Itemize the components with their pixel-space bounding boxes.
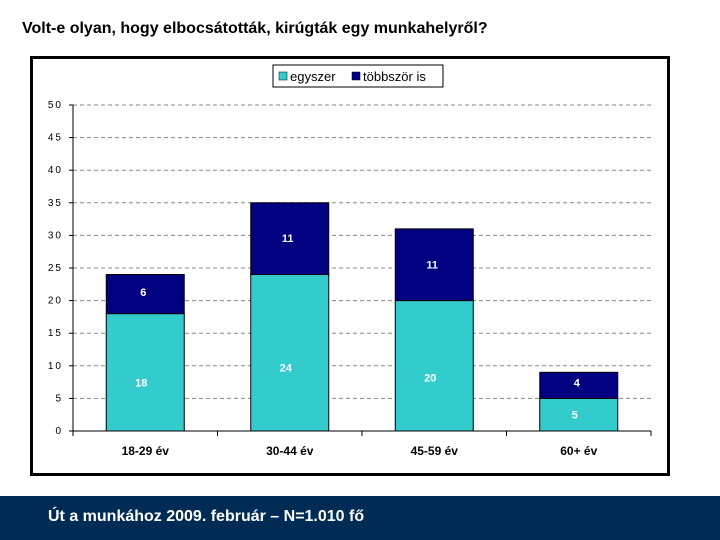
footer-text: Út a munkához 2009. február – N=1.010 fő — [48, 508, 365, 525]
x-category-label: 45-59 év — [411, 444, 459, 458]
legend-swatch — [278, 71, 288, 81]
y-tick-label: 40 — [48, 165, 63, 176]
y-tick-label: 10 — [48, 361, 63, 372]
gridlines — [73, 104, 651, 399]
slide-title: Volt-e olyan, hogy elbocsátották, kirúgt… — [22, 20, 488, 37]
x-category-label: 60+ év — [560, 444, 597, 458]
y-tick-label: 15 — [48, 328, 63, 339]
y-tick-label: 5 — [55, 393, 63, 404]
bar-segment-egyszer — [250, 274, 330, 432]
bar-segment-tobbszor — [394, 228, 474, 302]
legend: egyszer többször is — [272, 64, 444, 88]
data-label: 11 — [282, 233, 294, 245]
bar-segment-tobbszor — [539, 371, 619, 399]
bar-segment-tobbszor — [105, 274, 185, 315]
x-category-label: 18-29 év — [122, 444, 170, 458]
data-label: 20 — [424, 372, 436, 384]
legend-swatch — [351, 71, 361, 81]
data-label: 5 — [572, 410, 578, 422]
bar-segment-tobbszor — [250, 202, 330, 276]
y-tick-label: 30 — [48, 230, 63, 241]
data-label: 18 — [135, 377, 147, 389]
data-label: 6 — [140, 287, 146, 299]
data-label: 24 — [280, 363, 293, 375]
bar-segment-egyszer — [394, 300, 474, 432]
bars: 18 6 24 11 20 11 5 4 — [105, 202, 619, 432]
bar-segment-egyszer — [105, 313, 185, 432]
y-tick-label: 0 — [55, 426, 63, 437]
chart-frame: 0 5 10 15 20 25 30 35 40 45 50 18 6 24 11 20 11 5 4 18-29… — [30, 56, 670, 476]
data-label: 4 — [574, 378, 581, 390]
legend-label: egyszer — [290, 69, 336, 84]
y-tick-label: 50 — [48, 100, 63, 111]
y-tick-label: 45 — [48, 133, 63, 144]
legend-label: többször is — [363, 69, 426, 84]
y-tick-label: 20 — [48, 296, 63, 307]
stacked-bar-chart: 0 5 10 15 20 25 30 35 40 45 50 18 6 24 11 20 11 5 4 18-29… — [48, 64, 652, 458]
y-axis-ticks: 0 5 10 15 20 25 30 35 40 45 50 — [48, 100, 63, 437]
footer-bar: Út a munkához 2009. február – N=1.010 fő — [0, 496, 720, 540]
bar-segment-egyszer — [539, 397, 619, 432]
axes — [69, 104, 652, 436]
y-tick-label: 35 — [48, 198, 63, 209]
y-tick-label: 25 — [48, 263, 63, 274]
x-axis-labels: 18-29 év 30-44 év 45-59 év 60+ év — [122, 444, 598, 458]
x-category-label: 30-44 év — [266, 444, 314, 458]
data-label: 11 — [426, 259, 438, 271]
